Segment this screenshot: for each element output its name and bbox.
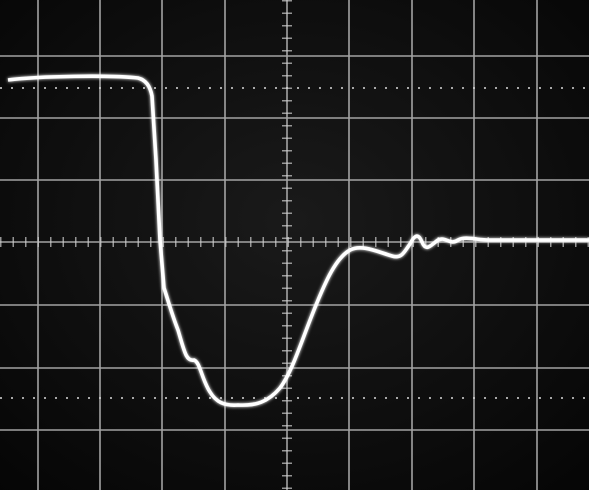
waveform-trace [7, 74, 589, 407]
